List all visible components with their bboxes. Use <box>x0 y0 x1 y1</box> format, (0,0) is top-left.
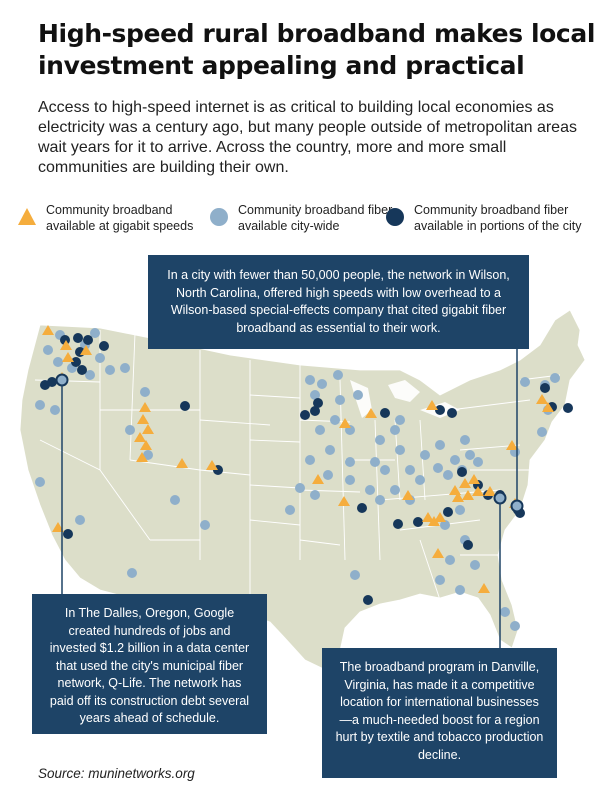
infographic-title: High-speed rural broadband makes local i… <box>38 19 595 80</box>
source-credit: Source: muninetworks.org <box>38 766 195 781</box>
legend-citywide: Community broadband fiber available city… <box>208 202 398 234</box>
leader-lines <box>61 349 518 648</box>
triangle-icon <box>18 208 36 225</box>
dark-circle-icon <box>386 208 404 226</box>
legend-partial: Community broadband fiber available in p… <box>384 202 594 234</box>
legend-gigabit: Community broadband available at gigabit… <box>16 202 206 234</box>
legend-citywide-label: Community broadband fiber available city… <box>238 203 393 233</box>
legend-gigabit-label: Community broadband available at gigabit… <box>46 203 194 233</box>
the-dalles-marker <box>55 373 69 387</box>
intro-paragraph: Access to high-speed internet is as crit… <box>38 99 577 176</box>
callout-the-dalles: In The Dalles, Oregon, Google created hu… <box>32 594 267 734</box>
danville-marker <box>493 491 507 505</box>
callout-wilson: In a city with fewer than 50,000 people,… <box>148 255 529 349</box>
callout-danville: The broadband program in Danville, Virgi… <box>322 648 557 778</box>
us-map <box>19 309 586 673</box>
light-circle-icon <box>210 208 228 226</box>
legend-partial-label: Community broadband fiber available in p… <box>414 203 582 233</box>
wilson-marker <box>510 499 524 513</box>
